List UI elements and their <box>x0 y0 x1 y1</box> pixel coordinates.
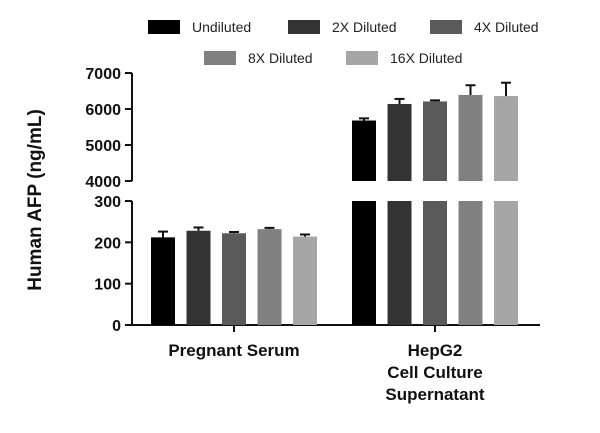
bar-hepg2-4x-diluted-lower <box>423 201 447 325</box>
x-category-label-line: Supernatant <box>385 385 485 404</box>
legend-label-undiluted: Undiluted <box>192 19 251 35</box>
y-tick-label-200: 200 <box>94 235 121 252</box>
bar-hepg2-4x-diluted <box>423 101 447 181</box>
bar-hepg2-16x-diluted <box>494 96 518 181</box>
y-tick-label-6000: 6000 <box>85 102 121 119</box>
axis-labels: Pregnant Serum HepG2 Cell Culture Supernata… <box>25 109 485 404</box>
bars <box>151 94 518 325</box>
legend-label-16x-diluted: 16X Diluted <box>390 50 462 66</box>
x-category-label-line: Cell Culture <box>387 363 482 382</box>
y-tick-label-300: 300 <box>94 194 121 211</box>
bar-hepg2-2x-diluted <box>387 103 412 181</box>
bar-pregnant-serum-16x-diluted <box>293 236 317 325</box>
legend-label-8x-diluted: 8X Diluted <box>248 50 313 66</box>
legend-swatch-undiluted <box>148 20 180 34</box>
legend-label-4x-diluted: 4X Diluted <box>474 19 539 35</box>
x-category-label-line: Pregnant Serum <box>168 341 299 360</box>
bar-hepg2-8x-diluted <box>458 94 483 181</box>
legend-swatch-16x-diluted <box>346 51 378 65</box>
legend-swatch-8x-diluted <box>204 51 236 65</box>
x-category-label-line: HepG2 <box>408 341 463 360</box>
bar-hepg2-16x-diluted-lower <box>494 201 518 325</box>
legend-swatch-4x-diluted <box>430 20 462 34</box>
y-tick-label-4000: 4000 <box>85 174 121 191</box>
bar-hepg2-8x-diluted-lower <box>458 201 483 325</box>
error-bars <box>158 81 511 238</box>
bar-pregnant-serum-undiluted <box>151 237 175 325</box>
y-axis-label: Human AFP (ng/mL) <box>25 109 46 291</box>
legend-label-2x-diluted: 2X Diluted <box>332 19 397 35</box>
bar-pregnant-serum-4x-diluted <box>222 233 246 325</box>
x-category-label-hepg2: HepG2 Cell Culture Supernatant <box>385 341 485 404</box>
bar-hepg2-undiluted <box>352 120 376 181</box>
y-tick-label-5000: 5000 <box>85 138 121 155</box>
bar-pregnant-serum-2x-diluted <box>186 230 211 325</box>
bar-pregnant-serum-8x-diluted <box>257 229 282 325</box>
legend: Undiluted 2X Diluted 4X Diluted 8X Diluted 1… <box>148 19 539 66</box>
y-tick-label-100: 100 <box>94 277 121 294</box>
bar-hepg2-2x-diluted-lower <box>387 201 412 325</box>
legend-swatch-2x-diluted <box>288 20 320 34</box>
y-tick-label-0: 0 <box>112 318 121 335</box>
x-category-label-pregnant-serum: Pregnant Serum <box>168 341 299 360</box>
y-tick-label-7000: 7000 <box>85 66 121 83</box>
bar-hepg2-undiluted-lower <box>352 201 376 325</box>
